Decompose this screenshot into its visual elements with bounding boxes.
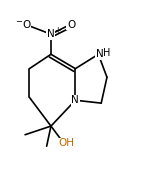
Text: +: +: [55, 26, 61, 35]
Text: N: N: [96, 49, 104, 59]
Text: −: −: [15, 17, 22, 26]
Text: O: O: [22, 20, 31, 30]
Text: N: N: [47, 29, 55, 39]
Text: N: N: [71, 95, 79, 105]
Text: O: O: [67, 20, 75, 30]
Text: H: H: [103, 48, 110, 58]
Text: OH: OH: [58, 138, 74, 148]
